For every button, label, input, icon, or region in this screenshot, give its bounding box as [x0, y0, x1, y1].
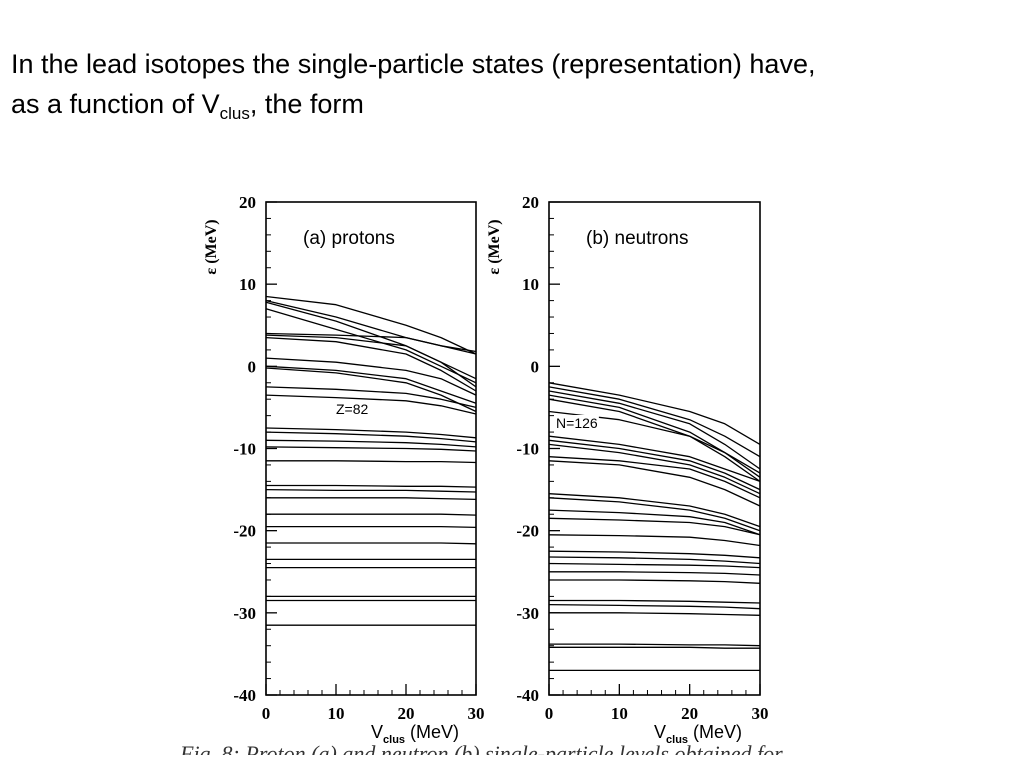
level-line-19: [548, 562, 761, 569]
level-line-14: [548, 509, 761, 536]
y-tick-label: -10: [233, 440, 256, 459]
level-line-13: [265, 427, 477, 439]
x-axis-label-unit: (MeV): [688, 722, 742, 742]
level-line-4: [265, 308, 477, 384]
level-line-19: [265, 488, 477, 493]
x-tick-label: 0: [262, 704, 271, 723]
line-2-prefix: as a function of V: [11, 89, 220, 119]
y-tick-label: 20: [239, 193, 256, 212]
line-2-suffix: , the form: [249, 89, 364, 119]
level-line-22: [549, 599, 761, 604]
x-axis-label: Vclus (MeV): [654, 722, 742, 746]
line-2-subscript: clus: [219, 104, 250, 123]
shell-closure-label: N=126: [556, 415, 598, 431]
level-line-6: [265, 334, 477, 388]
level-line-23: [548, 603, 761, 610]
y-tick-label: -10: [516, 440, 539, 459]
x-tick-label: 0: [545, 704, 554, 723]
level-line-3: [548, 390, 761, 470]
slide-text-line-1: In the lead isotopes the single-particle…: [11, 49, 816, 79]
x-axis-label-unit: (MeV): [405, 722, 459, 742]
x-tick-label: 20: [681, 704, 698, 723]
level-line-21: [266, 513, 477, 516]
figure-caption-fragment: Fig. 8: Proton (a) and neutron (b) singl…: [180, 741, 860, 756]
slide-text: In the lead isotopes the single-particle…: [11, 44, 1024, 124]
level-line-9: [548, 443, 761, 495]
y-tick-label: 10: [239, 275, 256, 294]
level-line-21: [549, 579, 761, 584]
level-line-9: [265, 365, 477, 404]
y-axis-label: ε (MeV): [486, 219, 503, 274]
level-line-10: [265, 367, 477, 413]
level-line-11: [265, 386, 477, 409]
y-tick-label: -40: [233, 686, 256, 705]
level-line-17: [266, 460, 477, 464]
panel-title: (b) neutrons: [586, 228, 688, 249]
level-line-26: [549, 646, 760, 649]
y-tick-label: 0: [248, 357, 257, 376]
level-line-4: [548, 394, 761, 478]
level-line-17: [548, 550, 761, 559]
protons-panel: 20 10 0 -10 -20 -30 -40 0 10 20 30 ε (MeV) Vclus (Me…: [203, 193, 485, 746]
level-line-12: [265, 394, 477, 415]
y-tick-label: -40: [516, 686, 539, 705]
level-line-20: [266, 497, 477, 501]
level-line-15: [548, 517, 761, 536]
level-line-20: [549, 571, 761, 576]
level-line-25: [549, 643, 761, 647]
level-line-12: [548, 493, 761, 528]
level-line-23: [266, 542, 477, 545]
y-tick-label: -30: [516, 604, 539, 623]
level-line-13: [548, 497, 761, 532]
panel-title: (a) protons: [303, 228, 395, 249]
y-tick-label: 20: [522, 193, 539, 212]
level-line-8: [265, 357, 477, 396]
level-line-15: [265, 439, 477, 448]
level-line-18: [266, 484, 477, 488]
x-axis-label-symbol: V: [654, 722, 666, 742]
figure-caption-text: Fig. 8: Proton (a) and neutron (b) singl…: [180, 741, 805, 756]
shell-closure-label: Z=82: [336, 401, 369, 417]
annotation-backing: [555, 414, 599, 431]
level-line-18: [548, 556, 761, 565]
level-line-11: [548, 460, 761, 507]
slide-text-line-2: as a function of Vclus, the form: [11, 84, 1024, 124]
level-line-7: [548, 435, 761, 483]
level-line-8: [548, 439, 761, 491]
x-axis-label-subscript: clus: [666, 734, 688, 746]
y-axis-label: ε (MeV): [203, 219, 220, 274]
y-tick-label: -20: [233, 522, 256, 541]
level-line-16: [548, 534, 761, 547]
y-tick-label: 0: [531, 357, 540, 376]
y-tick-label: -30: [233, 604, 256, 623]
y-tick-label: -20: [516, 522, 539, 541]
x-tick-label: 20: [398, 704, 415, 723]
level-line-2: [548, 386, 761, 458]
x-tick-label: 10: [328, 704, 345, 723]
annotation-backing: [335, 400, 370, 417]
x-axis-label-symbol: V: [371, 722, 383, 742]
y-tick-label: 10: [522, 275, 539, 294]
level-line-22: [266, 525, 477, 529]
level-line-1: [265, 295, 477, 355]
level-line-3: [265, 301, 477, 380]
level-line-1: [548, 382, 761, 445]
x-tick-label: 30: [752, 704, 769, 723]
level-line-5: [265, 332, 477, 355]
neutrons-panel: 20 10 0 -10 -20 -30 -40 0 10 20 30 ε (MeV) Vclus (Me…: [486, 193, 769, 746]
level-line-16: [265, 446, 477, 452]
x-tick-label: 10: [611, 704, 628, 723]
level-line-2: [265, 299, 477, 353]
x-axis-label: Vclus (MeV): [371, 722, 459, 746]
x-axis-label-subscript: clus: [383, 734, 405, 746]
x-tick-label: 30: [468, 704, 485, 723]
level-line-10: [548, 456, 761, 499]
level-line-7: [265, 336, 477, 392]
level-line-24: [549, 612, 761, 616]
level-line-14: [265, 431, 477, 443]
